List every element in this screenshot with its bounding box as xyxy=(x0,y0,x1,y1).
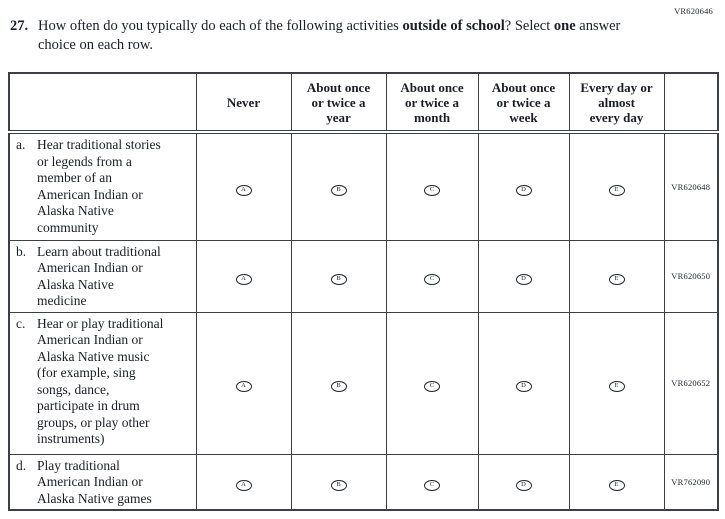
option-bubble-e[interactable]: E xyxy=(608,184,625,196)
row-variable-code: VR620648 xyxy=(663,131,719,241)
header-row: Never About once or twice a year About o… xyxy=(8,72,719,134)
cell-d-year: B xyxy=(290,453,387,511)
page-variable-code: VR620646 xyxy=(674,6,713,16)
option-bubble-e[interactable]: E xyxy=(608,380,625,392)
cell-a-week: D xyxy=(477,131,570,241)
option-bubble-e[interactable]: E xyxy=(608,479,625,491)
table-row-b: b. Learn about traditional American Indi… xyxy=(8,239,719,313)
row-letter: d. xyxy=(16,457,27,473)
row-variable-code: VR620650 xyxy=(663,239,719,313)
option-bubble-c[interactable]: C xyxy=(424,273,440,285)
row-variable-code: VR762090 xyxy=(663,453,719,511)
cell-d-week: D xyxy=(477,453,570,511)
row-label-c: c. Hear or play traditional American Ind… xyxy=(8,311,197,455)
column-header-once-twice-year: About once or twice a year xyxy=(290,72,387,134)
question-text: How often do you typically do each of th… xyxy=(38,17,660,55)
option-bubble-c[interactable]: C xyxy=(424,479,440,491)
option-bubble-b[interactable]: B xyxy=(330,380,347,392)
option-bubble-e[interactable]: E xyxy=(608,273,625,285)
question-block: 27. How often do you typically do each o… xyxy=(10,17,660,55)
row-label-text: Play traditional American Indian or Alas… xyxy=(37,457,152,506)
option-bubble-c[interactable]: C xyxy=(424,380,440,392)
cell-b-month: C xyxy=(385,239,479,313)
option-bubble-b[interactable]: B xyxy=(330,273,347,285)
cell-a-year: B xyxy=(290,131,387,241)
question-number: 27. xyxy=(10,18,29,34)
cell-b-year: B xyxy=(290,239,387,313)
option-bubble-c[interactable]: C xyxy=(424,184,440,196)
cell-b-never: A xyxy=(195,239,292,313)
column-header-code-blank xyxy=(663,72,719,134)
option-bubble-a[interactable]: A xyxy=(235,380,252,392)
row-label-b: b. Learn about traditional American Indi… xyxy=(8,239,197,313)
option-bubble-a[interactable]: A xyxy=(235,184,252,196)
row-letter: a. xyxy=(16,137,26,152)
row-label-text: Hear traditional stories or legends from… xyxy=(37,137,161,235)
cell-c-never: A xyxy=(195,311,292,455)
cell-c-week: D xyxy=(477,311,570,455)
option-bubble-b[interactable]: B xyxy=(330,184,347,196)
option-bubble-d[interactable]: D xyxy=(515,273,532,285)
question-bold-outside-of-school: outside of school xyxy=(402,18,505,34)
question-text-part: answer choice on each row. xyxy=(38,18,621,53)
question-text-part: ? Select xyxy=(504,18,554,34)
cell-b-week: D xyxy=(477,239,570,313)
cell-c-everyday: E xyxy=(568,311,665,455)
cell-c-month: C xyxy=(385,311,479,455)
cell-d-never: A xyxy=(195,453,292,511)
question-bold-one: one xyxy=(553,18,576,34)
table-row-d: d. Play traditional American Indian or A… xyxy=(8,453,719,511)
option-bubble-b[interactable]: B xyxy=(330,479,347,491)
table-row-a: a. Hear traditional stories or legends f… xyxy=(8,131,719,241)
cell-c-year: B xyxy=(290,311,387,455)
cell-b-everyday: E xyxy=(568,239,665,313)
column-header-blank xyxy=(8,72,197,134)
row-letter: c. xyxy=(16,315,26,331)
question-text-part: How often do you typically do each of th… xyxy=(38,18,403,34)
cell-a-never: A xyxy=(195,131,292,241)
option-bubble-d[interactable]: D xyxy=(515,184,532,196)
cell-d-everyday: E xyxy=(568,453,665,511)
row-letter: b. xyxy=(16,243,27,259)
column-header-once-twice-month: About once or twice a month xyxy=(385,72,479,134)
option-bubble-a[interactable]: A xyxy=(235,479,252,491)
cell-d-month: C xyxy=(385,453,479,511)
option-bubble-d[interactable]: D xyxy=(515,479,532,491)
cell-a-month: C xyxy=(385,131,479,241)
option-bubble-d[interactable]: D xyxy=(515,380,532,392)
column-header-every-day: Every day or almost every day xyxy=(568,72,665,134)
row-label-text: Learn about traditional American Indian … xyxy=(37,243,161,309)
row-label-d: d. Play traditional American Indian or A… xyxy=(8,453,197,511)
option-bubble-a[interactable]: A xyxy=(235,273,252,285)
row-label-text: Hear or play traditional American Indian… xyxy=(37,315,164,447)
row-variable-code: VR620652 xyxy=(663,311,719,455)
table-row-c: c. Hear or play traditional American Ind… xyxy=(8,311,719,455)
row-label-a: a. Hear traditional stories or legends f… xyxy=(8,131,197,241)
frequency-matrix-table: Never About once or twice a year About o… xyxy=(8,72,719,511)
cell-a-everyday: E xyxy=(568,131,665,241)
column-header-never: Never xyxy=(195,72,292,134)
column-header-once-twice-week: About once or twice a week xyxy=(477,72,570,134)
